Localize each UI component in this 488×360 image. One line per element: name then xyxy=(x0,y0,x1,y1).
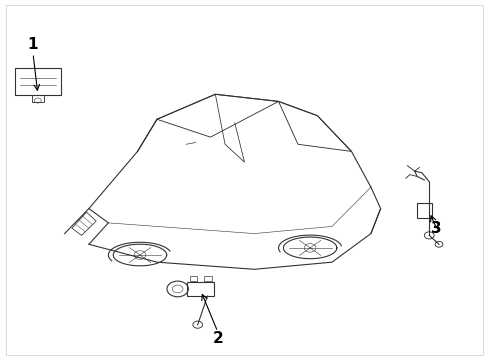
Bar xyxy=(189,276,197,281)
Bar xyxy=(416,203,431,217)
Text: 2: 2 xyxy=(212,332,223,346)
Bar xyxy=(187,282,214,296)
Text: 3: 3 xyxy=(430,221,441,236)
Circle shape xyxy=(134,251,145,259)
Circle shape xyxy=(304,244,315,252)
Bar xyxy=(15,68,61,95)
Bar xyxy=(32,95,44,102)
Text: 1: 1 xyxy=(28,37,38,52)
Bar xyxy=(204,276,211,281)
